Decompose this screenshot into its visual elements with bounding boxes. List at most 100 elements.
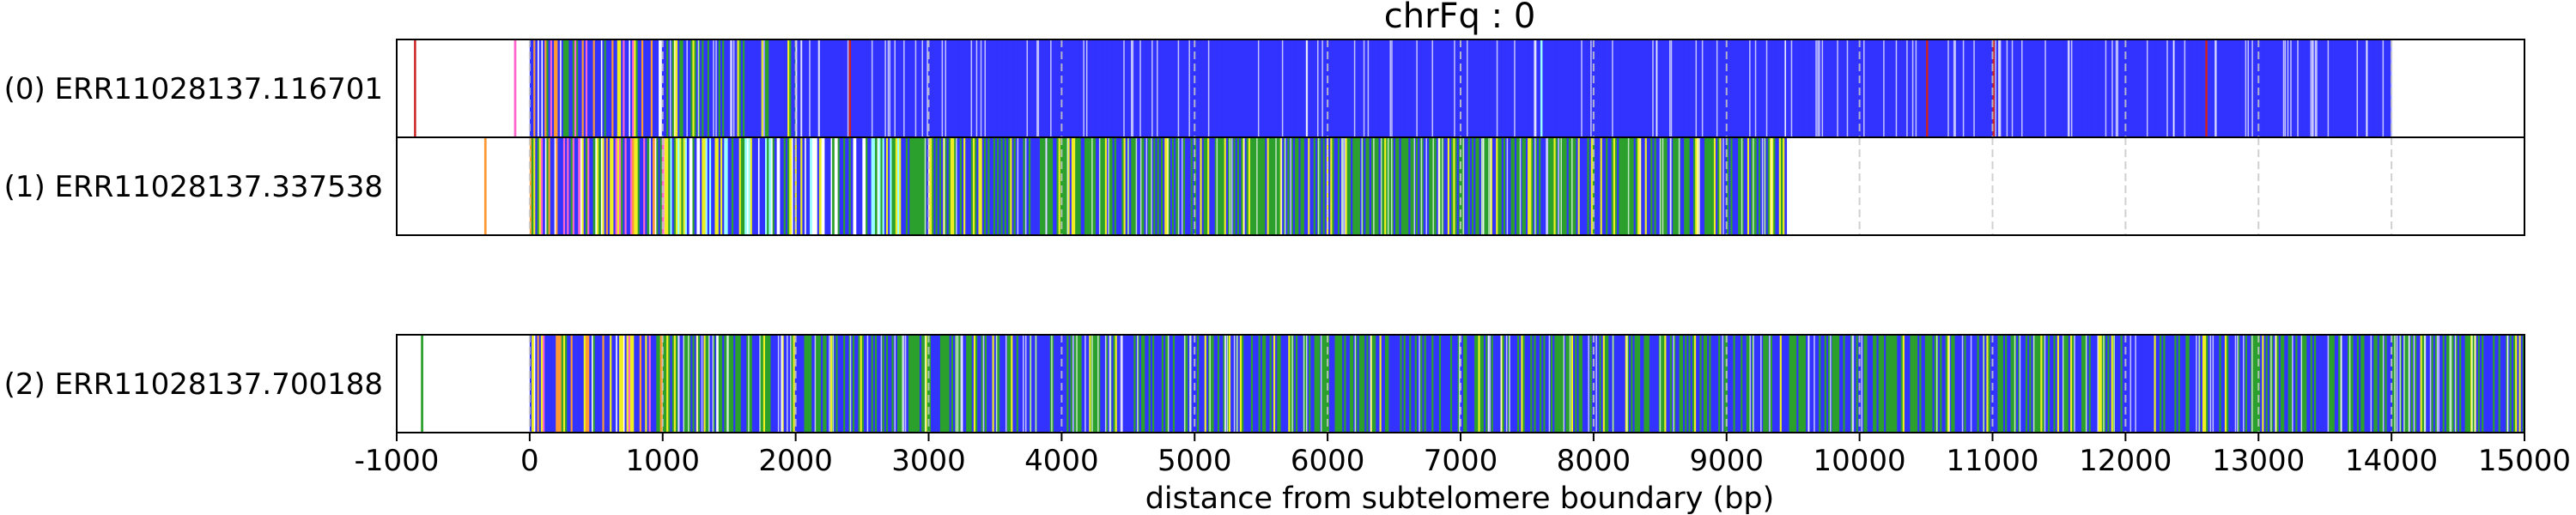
track-stripe [1093,39,1097,137]
track-stripe [2024,39,2027,137]
track-stripe [1713,39,1716,137]
track-stripe [529,137,532,235]
track-stripe [641,39,644,137]
track-stripe [1258,335,1261,433]
track-stripe [2154,39,2158,137]
track-stripe [1644,137,1648,235]
track-stripe [810,39,813,137]
track-stripe [907,39,910,137]
track-stripe [2348,39,2351,137]
track-stripe [746,39,750,137]
track-gap [2196,335,2197,433]
track-stripe [2279,39,2282,137]
track-stripe [1307,39,1310,137]
track-stripe [1215,335,1218,433]
track-stripe [1718,335,1721,433]
track-stripe [1756,137,1759,235]
track-stripe [860,39,864,137]
track-stripe [1404,137,1407,235]
track-stripe [2111,39,2115,137]
track-stripe [750,39,753,137]
track-stripe [1287,137,1291,235]
track-stripe [975,39,979,137]
track-stripe [987,39,990,137]
track-stripe [658,335,661,433]
track-stripe [2053,335,2057,433]
track-stripe [2506,335,2509,433]
track-stripe [1512,39,1516,137]
track-stripe [1261,137,1264,235]
track-stripe [2493,335,2495,433]
track-stripe [1087,335,1090,433]
track-stripe [1413,335,1416,433]
track-stripe [1810,39,1814,137]
track-stripe [2014,335,2017,433]
track-stripe [1196,137,1199,235]
track-stripe [2121,39,2124,137]
track-stripe [1891,335,1894,433]
track-stripe [1412,137,1415,235]
track-gap [1344,137,1346,235]
track-stripe [802,137,805,235]
track-stripe [1721,39,1724,137]
track-stripe [537,137,540,235]
track-stripe [568,39,572,137]
track-stripe [1068,335,1072,433]
track-stripe [2165,335,2168,433]
track-stripe [1018,39,1022,137]
track-stripe [1741,39,1744,137]
track-stripe [2030,39,2032,137]
track-stripe [1498,39,1500,137]
track-stripe [1627,39,1631,137]
track-stripe [1571,39,1575,137]
track-stripe [1791,39,1795,137]
track-stripe [1537,335,1540,433]
track-stripe [1194,335,1198,433]
track-stripe [1154,335,1157,433]
track-stripe [1532,335,1535,433]
track-stripe [1874,39,1876,137]
track-stripe [1873,335,1875,433]
track-stripe [1600,137,1603,235]
track-stripe [1000,137,1004,235]
track-gap [1151,39,1153,137]
track-stripe [1965,335,1969,433]
track-gap [1431,39,1434,137]
track-gap [2105,39,2107,137]
track-stripe [615,137,618,235]
track-stripe [1261,335,1265,433]
track-stripe [2364,335,2367,433]
track-stripe [1138,39,1141,137]
track-gap [832,335,834,433]
track-stripe [1217,335,1220,433]
track-stripe [1780,137,1783,235]
track-stripe [1956,335,1959,433]
track-stripe [1242,335,1244,433]
track-stripe [1337,137,1340,235]
track-stripe [1787,335,1790,433]
track-gap [2234,335,2237,433]
track-stripe [2141,335,2144,433]
track-stripe [1075,137,1078,235]
track-stripe [785,39,788,137]
track-stripe [941,137,944,235]
track-stripe [2077,335,2081,433]
track-stripe [1317,335,1321,433]
track-stripe [1159,335,1163,433]
track-stripe [1749,137,1752,235]
track-stripe [2274,39,2276,137]
track-stripe [2399,335,2403,433]
track-stripe [1350,39,1353,137]
track-stripe [2383,335,2385,433]
track-gap [1695,39,1698,137]
track-gap [2356,39,2359,137]
track-stripe [2243,335,2246,433]
track-gap [1284,137,1286,235]
track-stripe [656,39,659,137]
track-stripe [776,335,779,433]
track-mark [2205,39,2208,137]
track-stripe [1298,39,1301,137]
track-stripe [1210,335,1212,433]
track-gap [914,39,917,137]
